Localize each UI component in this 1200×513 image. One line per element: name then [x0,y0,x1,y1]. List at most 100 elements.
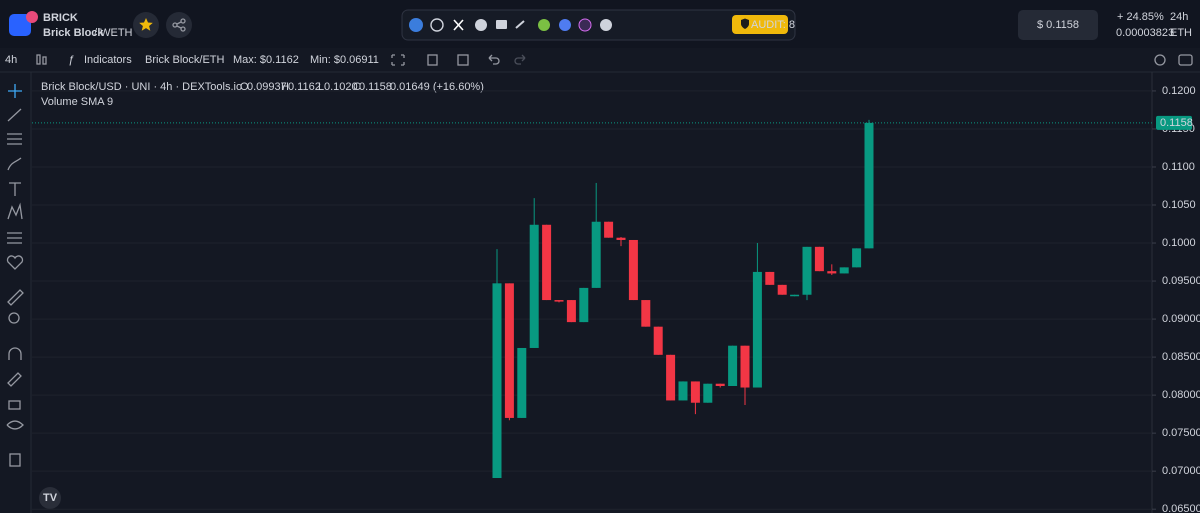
redo-icon[interactable] [514,54,526,65]
candle-body [765,271,775,285]
pair-quote: / WETH [94,27,133,39]
tv-logo [39,487,61,509]
share-icon [172,18,186,32]
legend-c-value: 0.1158 [359,81,392,93]
y-tick-label: 0.1200 [1162,85,1196,97]
link-icon[interactable] [430,18,444,32]
delete-tool[interactable] [9,453,21,467]
link-icon[interactable] [453,19,464,31]
legend-l: L [318,81,324,93]
visibility-tool[interactable] [6,420,24,430]
link-icon[interactable] [538,19,550,31]
candle-body [542,224,552,301]
toolbar-icons [391,54,1193,66]
price-change: + 24.85% [1117,11,1164,23]
link-icons [409,18,612,32]
candle-body [864,122,874,249]
link-icon[interactable] [559,19,571,31]
link-icon[interactable] [409,18,423,32]
price: $ 0.1158 [1037,19,1079,31]
token-logo [9,14,31,36]
zoom-tool[interactable] [8,312,20,324]
candle-body [641,300,651,327]
legend-title: Brick Block/USD · UNI · 4h · DEXTools.io [41,81,242,93]
screenshot-icon[interactable] [457,54,469,66]
candle-body [504,283,514,418]
candle-body [591,221,601,288]
candle-body [604,221,614,238]
candle-body [740,345,750,388]
pattern-tool[interactable] [7,202,23,220]
candle-body [579,287,589,323]
legend-o-value: 0.09937 [247,81,287,93]
legend-o: O [240,81,249,93]
prediction-tool[interactable] [7,232,22,244]
candle-body [566,300,576,323]
legend-c: C [353,81,361,93]
audit-label: AUDIT: 8 [751,19,795,31]
star-icon [139,18,153,31]
legend-h: H [281,81,289,93]
lock-draw-tool[interactable] [7,372,22,387]
candle-body [628,239,638,301]
brush-tool[interactable] [7,157,22,171]
candle-style-icon[interactable] [36,54,47,65]
max-price: Max: $0.1162 [233,54,299,66]
candle-body [752,271,762,388]
crosshair-tool[interactable] [8,84,22,98]
candle-body [728,345,738,386]
undo-icon[interactable] [488,54,500,65]
link-icon[interactable] [578,18,592,32]
candle-body [554,300,564,302]
camera-icon[interactable] [1178,54,1193,66]
y-tick-label: 0.08000 [1162,389,1200,401]
settings-icon[interactable] [1154,54,1166,66]
candle-body [814,246,824,272]
candle-body [492,283,502,479]
price-eth: 0.00003823 [1116,27,1174,39]
candle-body [715,383,725,386]
min-price: Min: $0.06911 [310,54,379,66]
y-tick-label: 0.09500 [1162,275,1200,287]
y-tick-label: 0.1000 [1162,237,1196,249]
drawing-tools [6,84,24,467]
candle-body [666,354,676,401]
pair-toggle[interactable]: Brick Block/ETH [145,54,225,66]
period: 24h [1170,11,1188,23]
favorites-tool[interactable] [6,255,24,270]
ruler-tool[interactable] [7,289,24,306]
candle-body [616,237,626,240]
link-icon[interactable] [496,20,507,29]
eth-label: ETH [1170,27,1192,39]
indicators[interactable]: Indicators [84,54,132,66]
interval[interactable]: 4h [5,54,17,66]
fx-icon[interactable]: ƒ [68,54,74,66]
trend-line-tool[interactable] [7,108,22,122]
candle-body [517,347,527,418]
candle-body [703,383,713,403]
candle-body [678,381,688,401]
y-tick-label: 0.1100 [1162,161,1195,173]
y-tick-label: 0.07500 [1162,427,1200,439]
y-tick-label: 0.06500 [1162,503,1200,513]
y-tick-label: 0.1050 [1162,199,1196,211]
lock-tool[interactable] [8,400,21,410]
fullscreen-icon[interactable] [391,54,405,66]
y-tick-label: 0.09000 [1162,313,1200,325]
candle-body [852,248,862,268]
fib-tool[interactable] [7,133,22,145]
candle-body [777,284,787,295]
layout-icon[interactable] [427,54,438,66]
link-icon[interactable] [475,19,487,31]
candle-body [839,267,849,274]
link-icon[interactable] [515,20,525,29]
share-button[interactable] [166,12,192,38]
legend-l-value: 0.1020 [324,81,358,93]
link-icon[interactable] [600,19,612,31]
text-tool[interactable] [9,182,21,196]
candle-body [653,326,663,355]
candle-body [690,381,700,403]
magnet-tool[interactable] [8,347,22,360]
